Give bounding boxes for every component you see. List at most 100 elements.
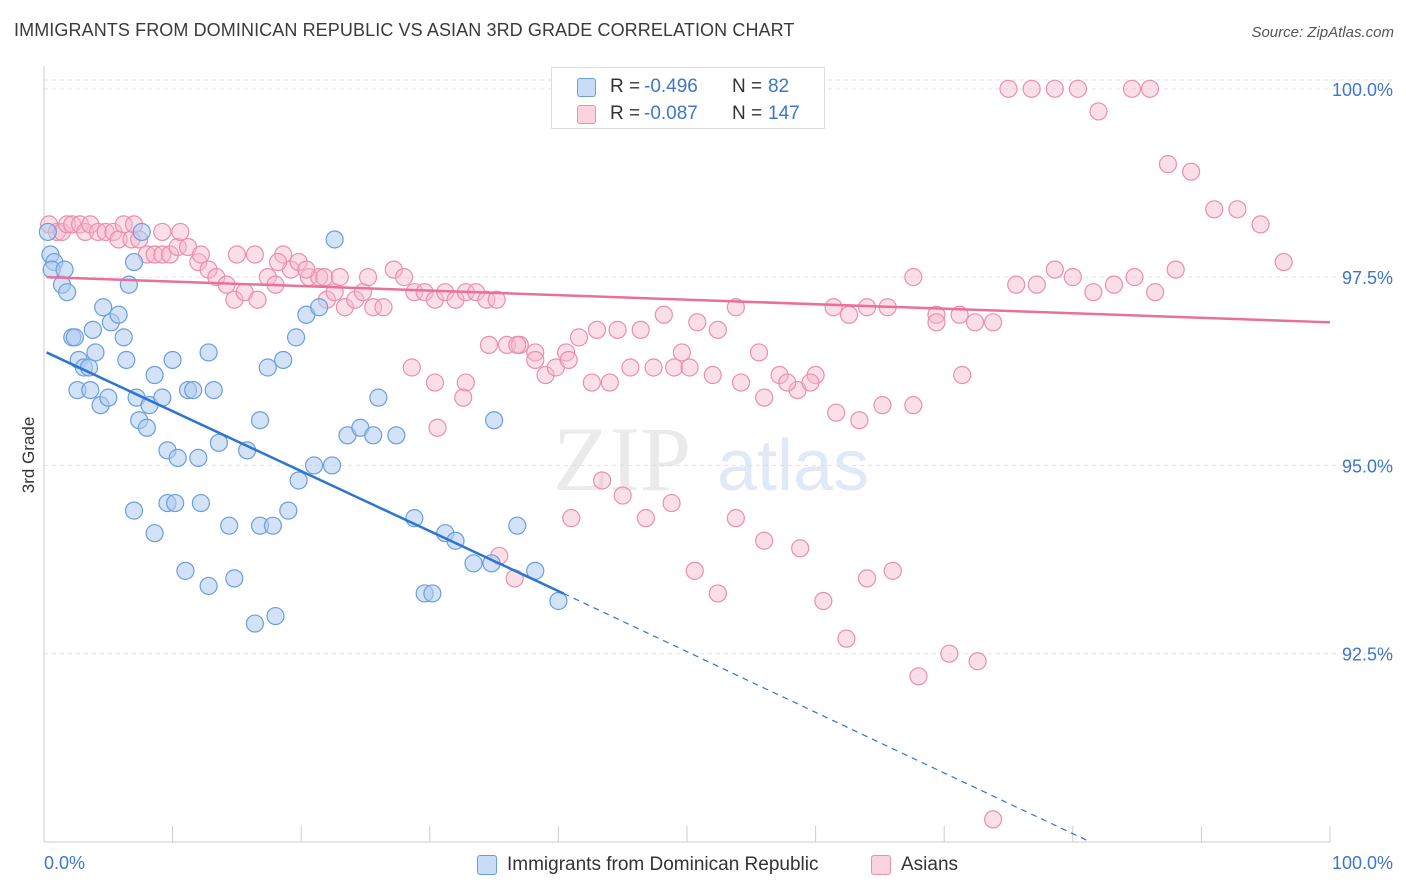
dominican-point [117, 350, 136, 370]
asians-point [454, 388, 473, 407]
asians-point [405, 283, 424, 302]
stats-n-label: N = [732, 76, 763, 97]
asians-point [708, 584, 727, 603]
asians-point [1158, 155, 1178, 174]
asians-point [58, 215, 77, 234]
asians-point [613, 486, 632, 505]
asians-point [425, 373, 445, 392]
asians-point [953, 365, 972, 385]
dominican-point [250, 411, 270, 430]
stats-r-value: -0.496 [644, 76, 698, 97]
asians-point [600, 373, 619, 392]
asians-point [153, 222, 172, 242]
dominican-point [310, 298, 329, 317]
dominican-point [485, 411, 504, 430]
asians-point [904, 268, 923, 287]
dominican-point [225, 569, 244, 588]
dominican-point [220, 516, 239, 535]
asians-point [968, 652, 987, 671]
asians-point [631, 320, 650, 339]
asians-point [335, 298, 355, 317]
legend-item-dominican[interactable]: Immigrants from Dominican Republic [477, 852, 819, 878]
legend-swatch-asians [871, 855, 891, 875]
asians-point [1166, 260, 1185, 279]
dominican-point [286, 328, 306, 347]
dominican-points [38, 222, 568, 633]
asians-point [402, 358, 421, 377]
asians-point [608, 320, 627, 339]
asians-point [225, 290, 244, 309]
asians-point [726, 509, 745, 528]
asians-point [394, 268, 414, 287]
asians-point [1089, 102, 1108, 121]
dominican-point [266, 606, 285, 626]
asians-point [703, 365, 722, 385]
asians-point [145, 245, 164, 264]
stats-row-asians: R = -0.087 N = 147 [552, 101, 824, 127]
dominican-point [204, 380, 223, 400]
stats-swatch-asians [577, 105, 596, 124]
legend-label-asians: Asians [901, 854, 959, 875]
asians-point [770, 365, 789, 385]
asians-point [582, 373, 601, 392]
asians-point [268, 252, 288, 272]
y-tick-label: 100.0% [1332, 80, 1393, 100]
asians-points [40, 79, 1293, 829]
dominican-point [55, 260, 74, 279]
dominican-point [166, 493, 185, 513]
dominican-point [176, 561, 195, 580]
asians-point [755, 388, 774, 407]
stats-n-value: 82 [768, 76, 790, 97]
asians-point [1182, 162, 1201, 181]
asians-point [384, 260, 403, 279]
dominican-point [99, 388, 118, 407]
x-axis-min-label: 0.0% [44, 853, 85, 873]
dominican-point [364, 426, 383, 445]
legend-item-asians[interactable]: Asians [871, 852, 958, 878]
dominican-point [199, 343, 218, 362]
dominican-point [163, 350, 182, 370]
dominican-point [86, 343, 105, 362]
dominican-point [369, 388, 388, 407]
asians-point [778, 373, 797, 392]
dominican-point [114, 328, 133, 347]
asians-point [245, 245, 265, 264]
asians-point [983, 810, 1003, 829]
asians-point [1084, 283, 1103, 302]
chart-title: IMMIGRANTS FROM DOMINICAN REPUBLIC VS AS… [14, 20, 795, 40]
dominican-point [258, 358, 277, 377]
source-label: Source: ZipAtlas.com [1251, 24, 1394, 41]
legend-swatch-dominican [477, 855, 497, 875]
asians-point [1274, 252, 1293, 272]
dominican-point [387, 426, 406, 445]
asians-point [999, 79, 1018, 98]
asians-point [81, 215, 100, 234]
axis-layer [43, 66, 1331, 843]
asians-point [1251, 215, 1270, 234]
asians-point [289, 252, 308, 272]
dominican-point [65, 328, 84, 347]
asians-point [837, 629, 856, 648]
dominican-point [145, 524, 164, 543]
asians-point [636, 509, 655, 528]
dominican-point [245, 614, 265, 633]
asians-point [456, 373, 475, 392]
asians-point [593, 471, 612, 490]
asians-point [477, 290, 496, 309]
asians-point [1205, 200, 1224, 219]
asians-point [1146, 283, 1165, 302]
y-axis-title: 3rd Grade [19, 417, 38, 494]
asians-point [726, 298, 745, 317]
dominican-trend-extension [563, 592, 1091, 843]
dominican-point [263, 516, 283, 535]
asians-point [1007, 275, 1026, 294]
asians-point [927, 313, 946, 332]
asians-point [1027, 275, 1046, 294]
dominican-point [124, 252, 144, 272]
dominican-point [191, 493, 210, 513]
legend-label-dominican: Immigrants from Dominican Republic [507, 854, 819, 875]
dominican-point [81, 380, 100, 400]
asians-point [479, 335, 499, 355]
asians-point [688, 313, 707, 332]
